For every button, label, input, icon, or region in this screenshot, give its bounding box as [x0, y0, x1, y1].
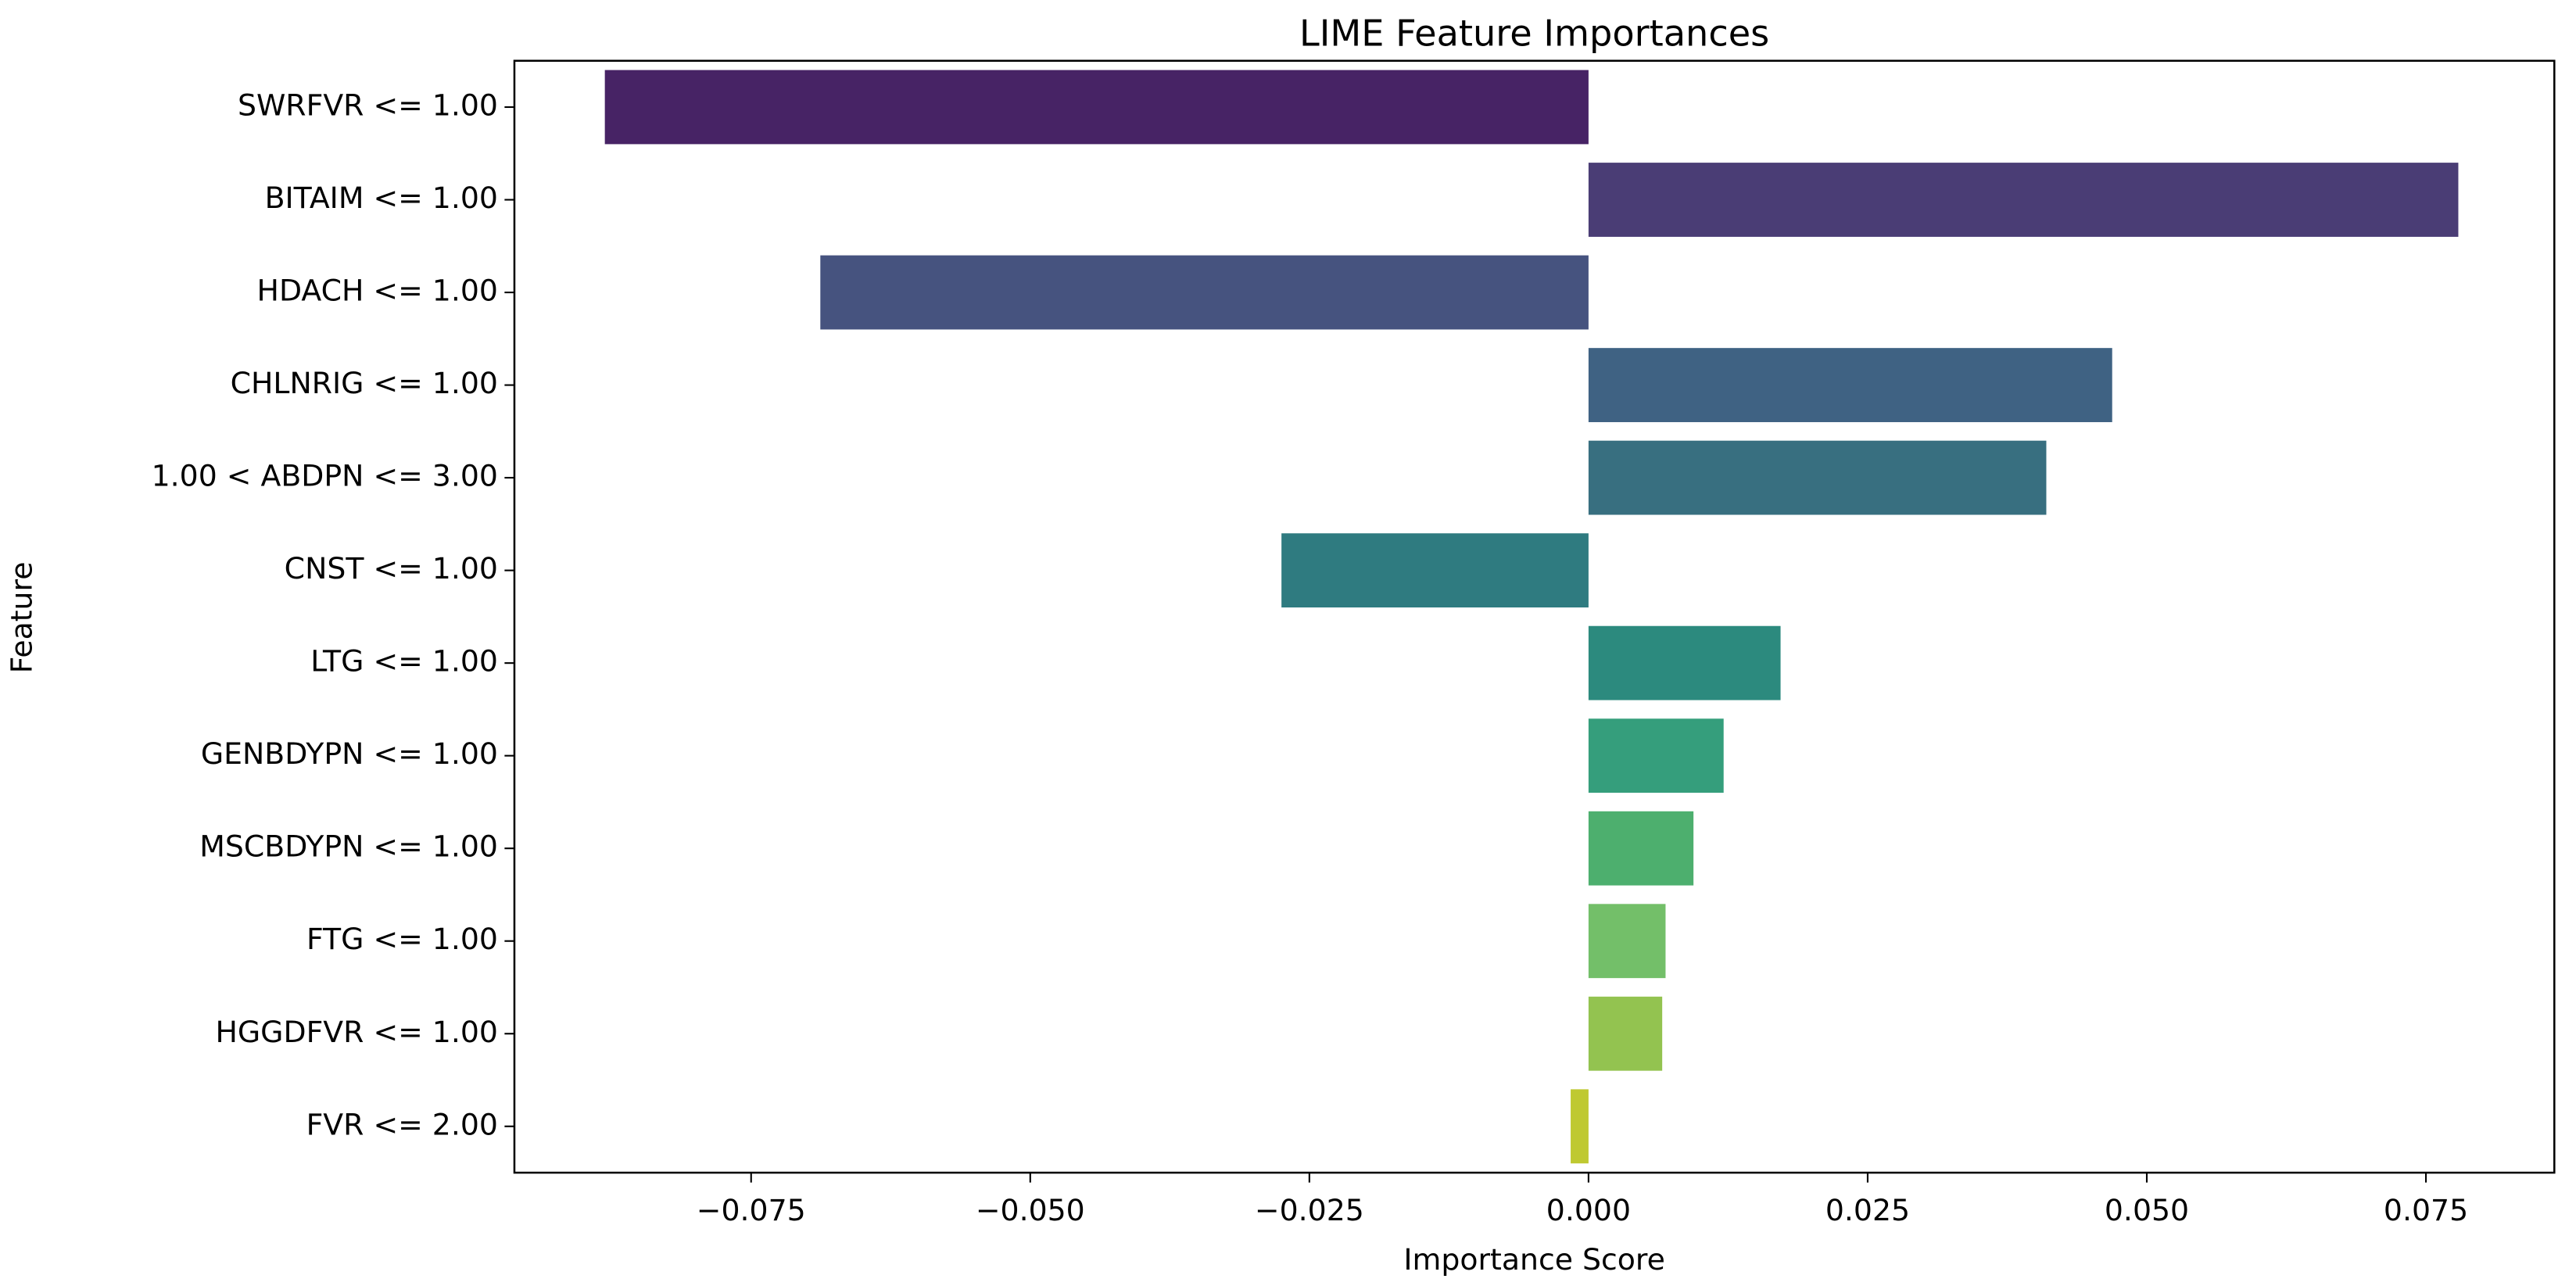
bar — [1588, 348, 2112, 422]
x-tick-label: −0.025 — [1255, 1193, 1364, 1227]
y-tick-label: HDACH <= 1.00 — [257, 274, 498, 308]
bar — [1588, 163, 2459, 237]
y-tick-label: LTG <= 1.00 — [310, 644, 498, 679]
x-tick-label: 0.000 — [1546, 1193, 1631, 1227]
x-tick-label: −0.050 — [976, 1193, 1085, 1227]
y-tick-label: SWRFVR <= 1.00 — [238, 88, 498, 122]
chart-title: LIME Feature Importances — [1299, 13, 1769, 55]
bar — [604, 70, 1589, 145]
x-tick-label: 0.075 — [2384, 1193, 2468, 1227]
x-tick-label: −0.075 — [697, 1193, 806, 1227]
bar — [1588, 625, 1781, 700]
x-tick-label: 0.050 — [2105, 1193, 2189, 1227]
y-tick-label: 1.00 < ABDPN <= 3.00 — [152, 459, 498, 493]
y-tick-label: BITAIM <= 1.00 — [265, 181, 498, 215]
plot-frame — [513, 59, 2556, 1174]
bar — [1588, 996, 1663, 1071]
y-tick-label: HGGDFVR <= 1.00 — [215, 1015, 498, 1049]
y-tick-label: CHLNRIG <= 1.00 — [231, 366, 498, 400]
y-tick-label: FVR <= 2.00 — [306, 1107, 498, 1141]
y-tick-label: MSCBDYPN <= 1.00 — [199, 829, 498, 864]
bar — [1588, 811, 1694, 886]
bar — [1588, 718, 1724, 793]
x-tick-label: 0.025 — [1825, 1193, 1910, 1227]
y-tick-label: FTG <= 1.00 — [306, 922, 498, 956]
x-axis-label: Importance Score — [1403, 1242, 1664, 1277]
bar — [1588, 440, 2047, 515]
bar — [820, 255, 1589, 330]
y-tick-label: CNST <= 1.00 — [285, 551, 498, 586]
bar — [1281, 533, 1589, 608]
bar — [1588, 904, 1666, 979]
y-axis-label: Feature — [4, 562, 38, 674]
y-tick-label: GENBDYPN <= 1.00 — [201, 736, 498, 771]
bar — [1571, 1089, 1589, 1164]
